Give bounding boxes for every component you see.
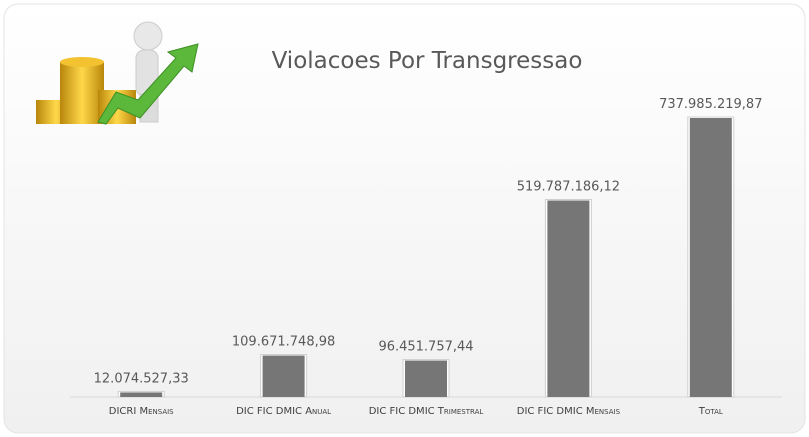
x-tick-label: DICRI Mensais [109, 406, 174, 417]
data-label: 109.671.748,98 [232, 335, 335, 350]
x-tick-label: DIC FIC DMIC Mensais [517, 406, 621, 417]
bar [405, 361, 447, 397]
data-label: 519.787.186,12 [517, 179, 620, 194]
x-tick-label: DIC FIC DMIC Anual [236, 406, 331, 417]
x-tick-label: Total [698, 406, 723, 417]
bar [547, 200, 589, 397]
bar [263, 356, 305, 397]
data-label: 96.451.757,44 [378, 340, 473, 355]
x-tick-label: DIC FIC DMIC Trimestral [369, 406, 484, 417]
bar [690, 118, 732, 397]
chart-title: Violacoes Por Transgressao [272, 48, 583, 74]
chart: Violacoes Por Transgressao 12.074.527,33… [0, 0, 809, 437]
data-label: 12.074.527,33 [94, 371, 189, 386]
bar [120, 392, 162, 397]
data-label: 737.985.219,87 [659, 97, 762, 112]
